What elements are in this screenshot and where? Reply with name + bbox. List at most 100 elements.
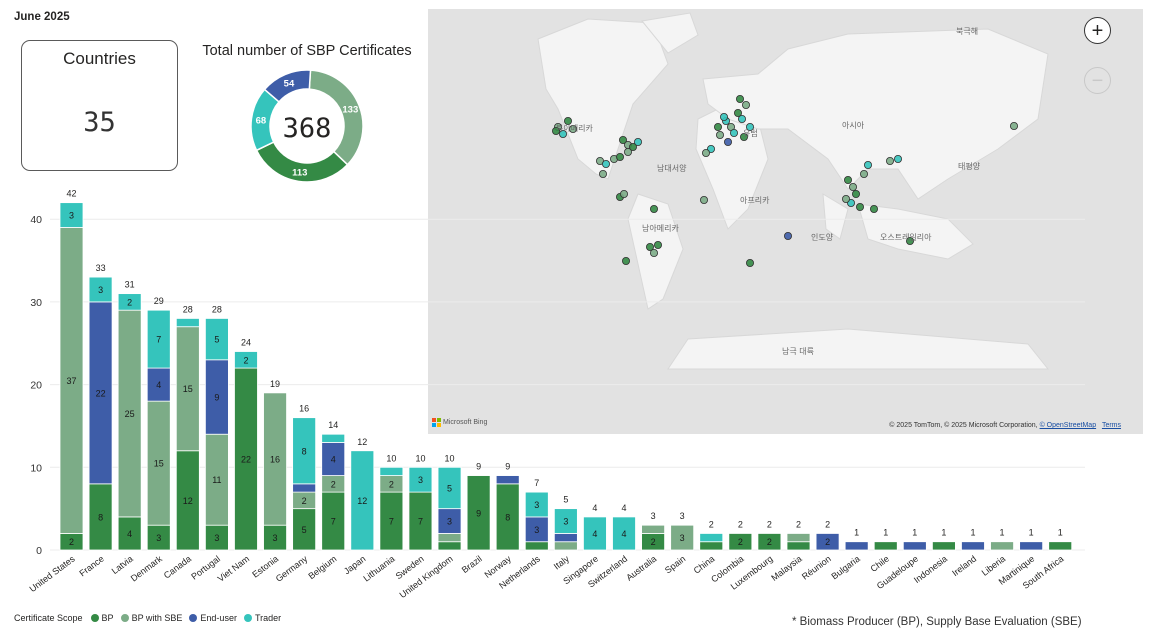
map-marker[interactable] <box>568 125 577 134</box>
zoom-in-button[interactable]: + <box>1084 17 1111 44</box>
legend-item-bp-with-sbe[interactable]: BP with SBE <box>120 613 182 623</box>
map-marker[interactable] <box>735 95 744 104</box>
bar-segment[interactable] <box>495 475 520 485</box>
legend-item-trader[interactable]: Trader <box>243 613 281 623</box>
map-marker[interactable] <box>855 202 864 211</box>
map-marker[interactable] <box>719 113 728 122</box>
map-marker[interactable] <box>615 152 624 161</box>
map-canvas[interactable]: 북아메리카 남대서양 남아메리카 아프리카 유럽 아시아 인도양 오스트레일리아… <box>428 9 1143 434</box>
bar-segment[interactable] <box>466 475 491 551</box>
map-marker[interactable] <box>741 101 750 110</box>
map-marker[interactable] <box>745 123 754 132</box>
bar-segment[interactable] <box>408 466 433 493</box>
bar-segment[interactable] <box>553 533 578 543</box>
map-marker[interactable] <box>701 148 710 157</box>
map-marker[interactable] <box>633 137 642 146</box>
bar-segment[interactable] <box>204 318 229 361</box>
map-marker[interactable] <box>848 182 857 191</box>
map-marker[interactable] <box>552 127 561 136</box>
bar-segment[interactable] <box>553 508 578 534</box>
map-marker[interactable] <box>601 159 610 168</box>
bar-segment[interactable] <box>146 309 171 369</box>
bar-segment[interactable] <box>321 433 346 443</box>
bar-segment[interactable] <box>786 533 811 543</box>
map-marker[interactable] <box>737 115 746 124</box>
map-markers[interactable] <box>552 95 1019 267</box>
map-marker[interactable] <box>851 189 860 198</box>
map-marker[interactable] <box>869 204 878 213</box>
bar-segment[interactable] <box>699 541 724 551</box>
bar-segment[interactable] <box>437 533 462 543</box>
map-marker[interactable] <box>563 117 572 126</box>
bar-segment[interactable] <box>583 516 607 551</box>
map-marker[interactable] <box>619 189 628 198</box>
map-marker[interactable] <box>863 160 872 169</box>
bar-segment[interactable] <box>524 491 549 518</box>
legend-item-bp[interactable]: BP <box>90 613 114 623</box>
map-marker[interactable] <box>859 169 868 178</box>
bar-segment[interactable] <box>699 533 724 543</box>
bar-segment[interactable] <box>932 541 956 551</box>
bar-segment[interactable] <box>786 541 811 551</box>
bar-segment[interactable] <box>873 541 898 551</box>
map-marker[interactable] <box>841 194 850 203</box>
bar-segment[interactable] <box>1019 541 1044 551</box>
bar-segment[interactable] <box>990 541 1014 551</box>
map-marker[interactable] <box>653 240 662 249</box>
bar-segment[interactable] <box>292 417 317 485</box>
map-label-asia: 아시아 <box>842 120 865 130</box>
bar-segment[interactable] <box>641 524 665 534</box>
map-marker[interactable] <box>729 129 738 138</box>
map-marker[interactable] <box>783 231 792 240</box>
donut-slice-end_user[interactable] <box>263 69 312 103</box>
map-marker[interactable] <box>905 236 914 245</box>
map-marker[interactable] <box>649 204 658 213</box>
bar-segment[interactable] <box>88 276 113 303</box>
zoom-out-button[interactable]: − <box>1084 67 1111 94</box>
map-marker[interactable] <box>699 195 708 204</box>
bar-segment[interactable] <box>670 524 695 551</box>
map-marker[interactable] <box>715 131 724 140</box>
map-marker[interactable] <box>621 256 630 265</box>
map-marker[interactable] <box>893 154 902 163</box>
bar-segment[interactable] <box>175 318 200 328</box>
bar-segment[interactable] <box>757 533 782 551</box>
bar-segment[interactable] <box>263 392 287 526</box>
bar-segment[interactable] <box>379 466 404 476</box>
map-marker[interactable] <box>713 123 722 132</box>
bar-segment[interactable] <box>844 541 869 551</box>
bar-segment[interactable] <box>902 541 927 551</box>
bar-segment[interactable] <box>815 533 840 551</box>
bar-segment[interactable] <box>728 533 753 551</box>
bar-segment[interactable] <box>612 516 636 551</box>
bar-segment[interactable] <box>961 541 985 551</box>
legend-item-end-user[interactable]: End-user <box>189 613 237 623</box>
bar-segment[interactable] <box>117 293 142 311</box>
map-marker[interactable] <box>645 242 654 251</box>
bar-segment[interactable] <box>553 541 578 551</box>
map-marker[interactable] <box>745 258 754 267</box>
map-marker[interactable] <box>618 136 627 145</box>
map-marker[interactable] <box>739 133 748 142</box>
bar-segment[interactable] <box>437 541 462 551</box>
bar-segment-label: 25 <box>125 409 135 419</box>
bar-segment[interactable] <box>234 351 258 369</box>
bar-segment[interactable] <box>59 202 84 228</box>
map-marker[interactable] <box>649 248 658 257</box>
bar-segment[interactable] <box>1048 541 1073 551</box>
bar-segment[interactable] <box>524 541 549 551</box>
map-marker[interactable] <box>885 156 894 165</box>
map-marker[interactable] <box>1010 122 1019 131</box>
map-marker[interactable] <box>628 142 637 151</box>
bar-segment[interactable] <box>292 483 317 493</box>
bar-segment[interactable] <box>437 466 462 510</box>
bar-segment[interactable] <box>350 450 375 551</box>
map-marker[interactable] <box>558 130 567 139</box>
world-map[interactable]: 북아메리카 남대서양 남아메리카 아프리카 유럽 아시아 인도양 오스트레일리아… <box>428 9 1143 434</box>
map-marker[interactable] <box>843 175 852 184</box>
map-marker[interactable] <box>598 169 607 178</box>
map-marker[interactable] <box>723 137 732 146</box>
map-marker[interactable] <box>733 109 742 118</box>
terms-link[interactable]: Terms <box>1101 422 1121 429</box>
osm-link[interactable]: © OpenStreetMap <box>1039 422 1097 429</box>
